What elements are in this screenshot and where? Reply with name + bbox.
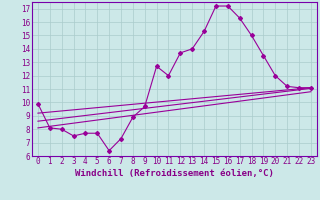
X-axis label: Windchill (Refroidissement éolien,°C): Windchill (Refroidissement éolien,°C) xyxy=(75,169,274,178)
